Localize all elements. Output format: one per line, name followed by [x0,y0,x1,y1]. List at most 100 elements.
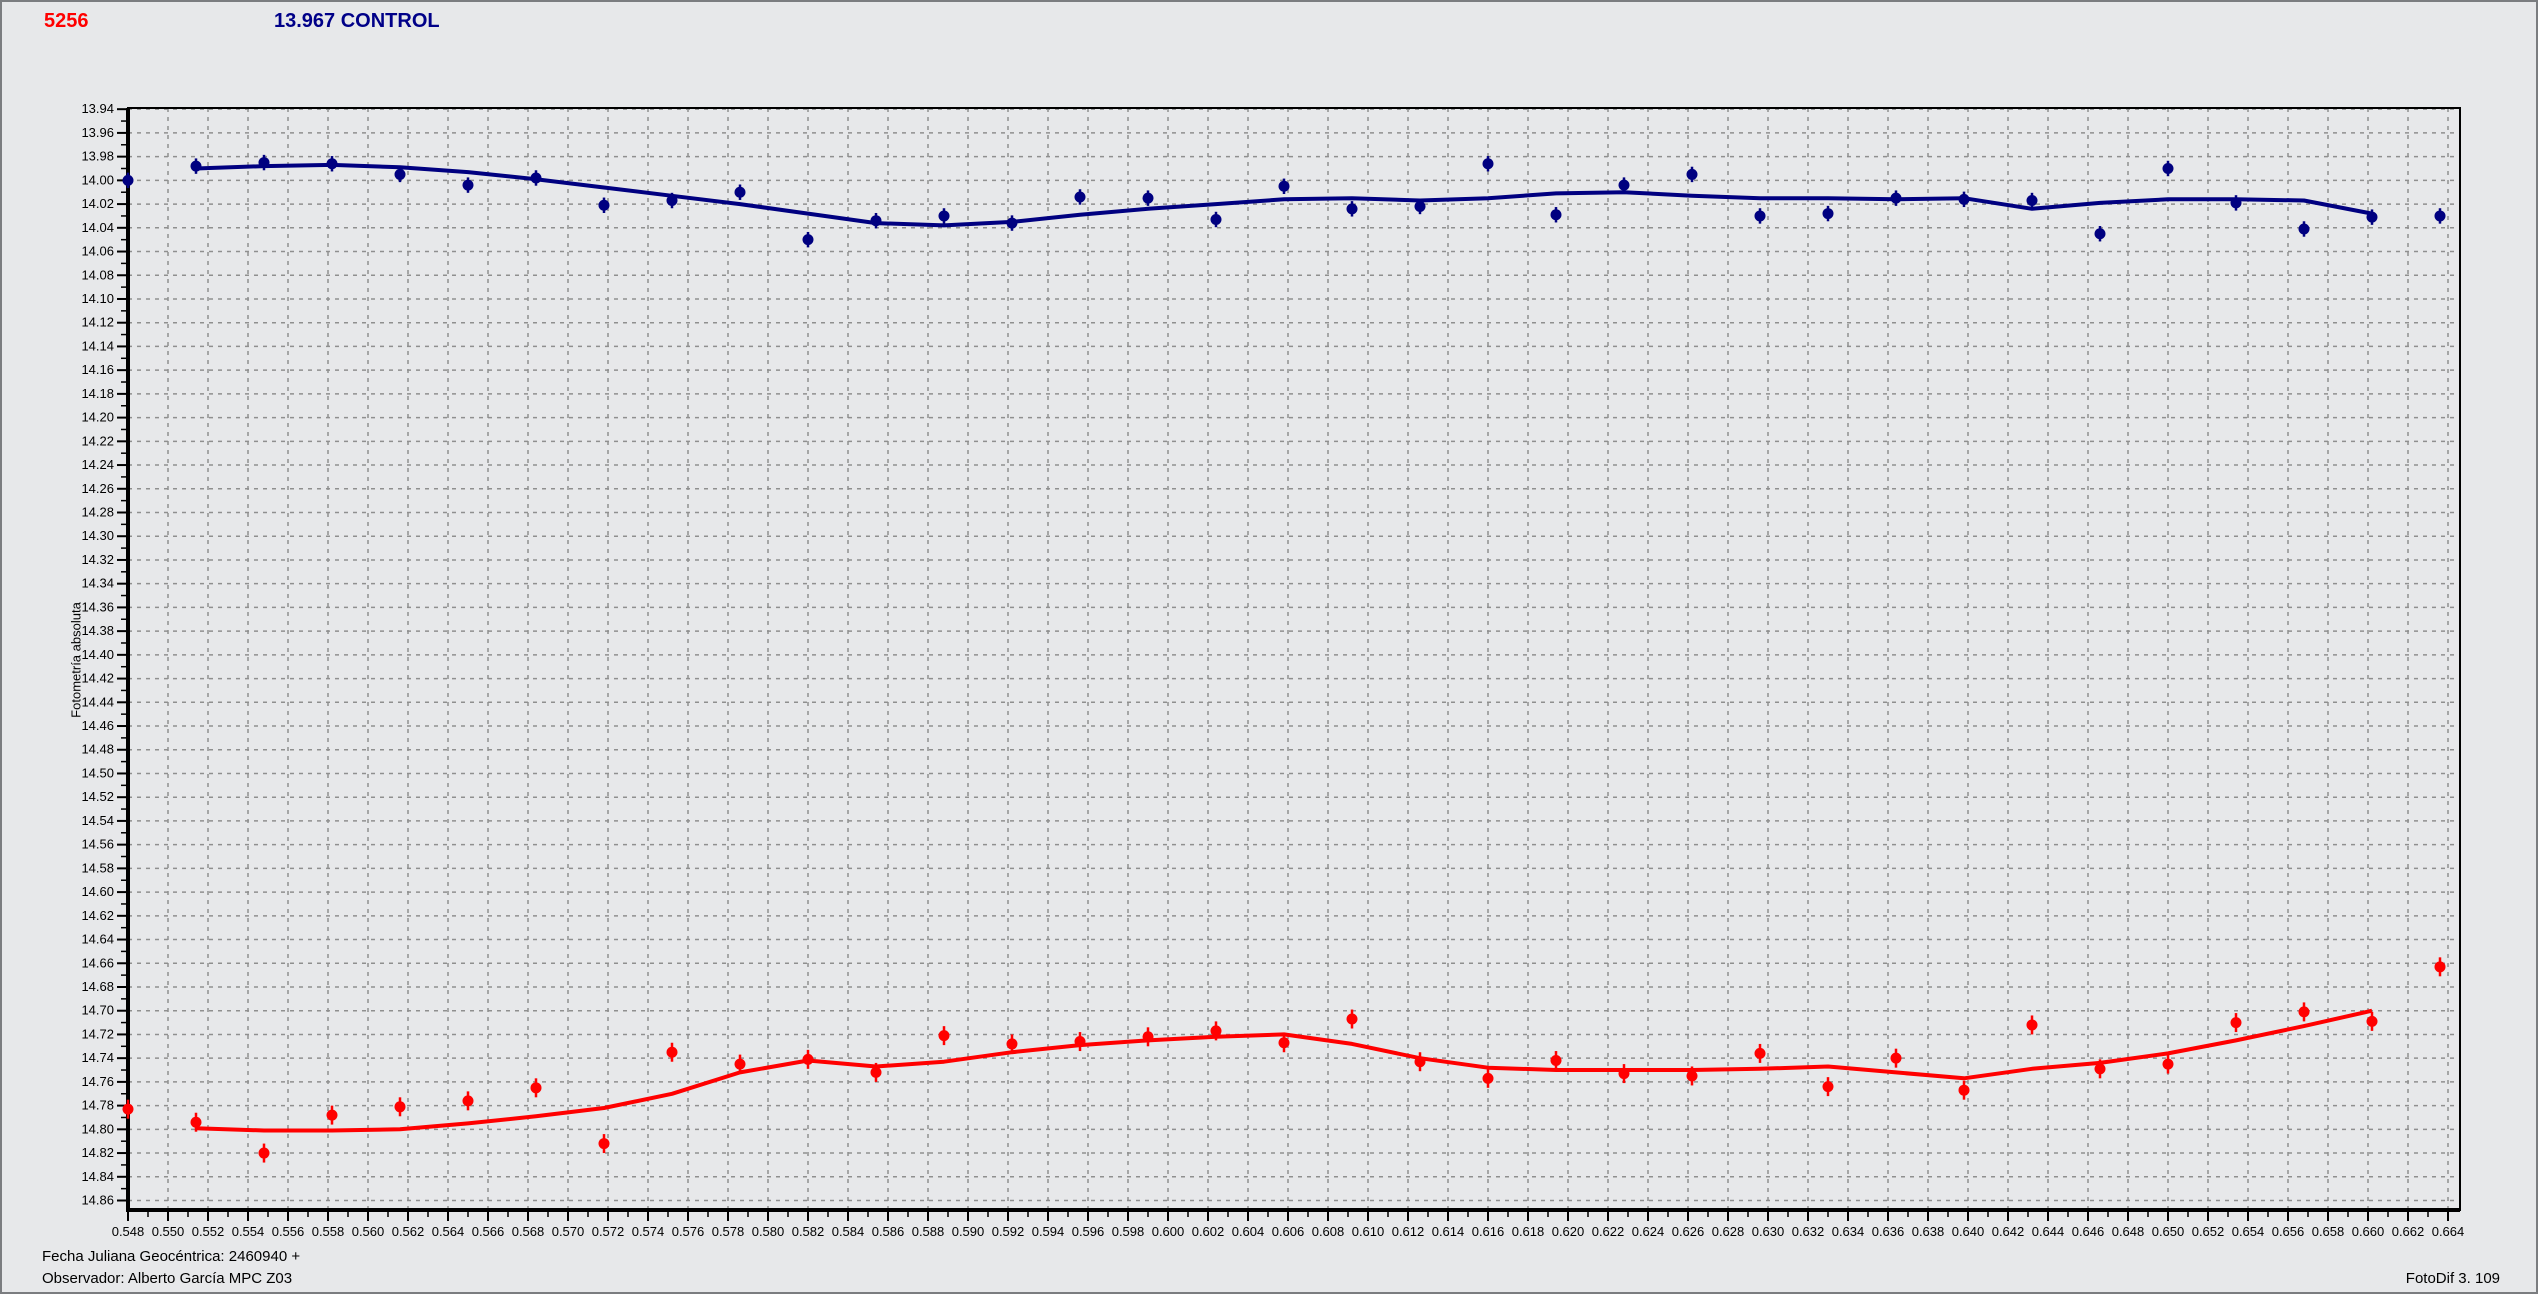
y-tick-label: 14.26 [81,481,114,496]
y-tick-label: 14.70 [81,1003,114,1018]
x-tick-label: 0.632 [1792,1224,1825,1239]
control-data-point [1686,168,1698,180]
control-data-point [1414,200,1426,212]
5256-data-point [2298,1006,2310,1018]
y-tick-label: 14.46 [81,718,114,733]
5256-data-point [190,1116,202,1128]
x-tick-label: 0.582 [792,1224,825,1239]
x-tick-label: 0.608 [1312,1224,1345,1239]
control-data-point [666,195,678,207]
julian-date-label: Fecha Juliana Geocéntrica: 2460940 + [42,1248,301,1265]
control-data-point [2026,195,2038,207]
y-tick-label: 14.48 [81,742,114,757]
control-data-point [1958,193,1970,205]
y-tick-label: 14.76 [81,1074,114,1089]
x-tick-label: 0.650 [2152,1224,2185,1239]
x-tick-label: 0.600 [1152,1224,1185,1239]
series-control [122,154,2446,248]
control-data-point [1754,210,1766,222]
y-tick-label: 14.36 [81,599,114,614]
5256-data-point [734,1058,746,1070]
5256-data-point [394,1101,406,1113]
5256-data-point [1278,1037,1290,1049]
5256-data-point [326,1109,338,1121]
y-tick-label: 14.42 [81,671,114,686]
control-data-point [734,186,746,198]
5256-data-point [2434,961,2446,973]
x-tick-label: 0.662 [2392,1224,2425,1239]
x-tick-label: 0.646 [2072,1224,2105,1239]
y-tick-label: 14.54 [81,813,114,828]
control-data-point [2434,210,2446,222]
x-tick-label: 0.570 [552,1224,585,1239]
x-tick-label: 0.642 [1992,1224,2025,1239]
x-tick-label: 0.654 [2232,1224,2265,1239]
5256-data-point [1890,1052,1902,1064]
x-tick-label: 0.578 [712,1224,745,1239]
control-data-point [1890,192,1902,204]
x-tick-label: 0.644 [2032,1224,2065,1239]
x-tick-label: 0.584 [832,1224,865,1239]
control-data-point [1618,179,1630,191]
control-data-point [2298,223,2310,235]
control-data-point [258,157,270,169]
5256-data-point [1142,1031,1154,1043]
x-tick-label: 0.596 [1072,1224,1105,1239]
5256-data-point [1550,1055,1562,1067]
y-tick-label: 14.20 [81,410,114,425]
gridlines [128,108,2460,1210]
5256-data-point [802,1053,814,1065]
control-data-point [394,168,406,180]
x-tick-label: 0.622 [1592,1224,1625,1239]
control-data-point [1278,180,1290,192]
y-tick-label: 14.12 [81,315,114,330]
x-tick-label: 0.610 [1352,1224,1385,1239]
x-tick-label: 0.548 [112,1224,145,1239]
5256-data-point [1482,1072,1494,1084]
control-data-point [1210,214,1222,226]
5256-data-point [2094,1063,2106,1075]
5256-data-point [1074,1036,1086,1048]
control-data-point [1006,217,1018,229]
y-tick-label: 14.14 [81,338,114,353]
y-tick-label: 14.16 [81,362,114,377]
5256-error-bars [126,957,2442,1163]
5256-data-point [530,1082,542,1094]
y-tick-label: 14.24 [81,457,114,472]
5256-data-point [1210,1025,1222,1037]
plot-border [127,107,2461,1211]
5256-data-point [1006,1038,1018,1050]
x-tick-label: 0.606 [1272,1224,1305,1239]
5256-data-point [598,1138,610,1150]
x-tick-label: 0.624 [1632,1224,1665,1239]
y-tick-label: 14.78 [81,1098,114,1113]
5256-data-point [2230,1017,2242,1029]
y-tick-label: 14.74 [81,1050,114,1065]
control-data-point [802,234,814,246]
x-tick-label: 0.634 [1832,1224,1865,1239]
y-tick-label: 14.82 [81,1145,114,1160]
x-tick-label: 0.618 [1512,1224,1545,1239]
x-tick-label: 0.664 [2432,1224,2465,1239]
control-data-point [1822,208,1834,220]
y-tick-label: 14.72 [81,1026,114,1041]
y-tick-label: 14.04 [81,220,114,235]
control-data-point [122,174,134,186]
control-data-point [1142,192,1154,204]
x-tick-label: 0.626 [1672,1224,1705,1239]
y-tick-label: 13.94 [81,101,114,116]
x-tick-label: 0.562 [392,1224,425,1239]
y-tick-label: 14.28 [81,505,114,520]
y-tick-label: 14.30 [81,528,114,543]
y-tick-label: 14.38 [81,623,114,638]
5256-data-point [870,1066,882,1078]
object-number-title: 5256 [44,10,89,32]
5256-data-point [1686,1070,1698,1082]
x-tick-label: 0.658 [2312,1224,2345,1239]
control-data-point [598,199,610,211]
software-version-label: FotoDif 3. 109 [2405,1270,2500,1287]
5256-data-point [2162,1058,2174,1070]
x-tick-label: 0.594 [1032,1224,1065,1239]
y-tick-label: 14.62 [81,908,114,923]
